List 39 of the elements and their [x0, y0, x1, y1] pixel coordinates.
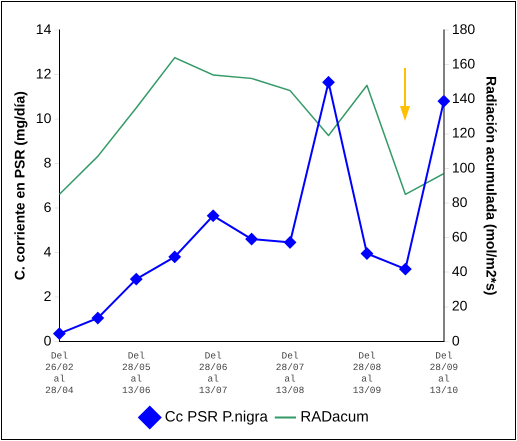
point — [92, 312, 104, 324]
y-tick-label: 12 — [36, 65, 52, 82]
y2-tick-label: 100 — [452, 159, 476, 176]
x-tick-label: Del 28/05 al 13/06 — [122, 350, 151, 396]
point — [360, 248, 373, 260]
point — [438, 95, 450, 108]
y2-tick-label: 20 — [452, 298, 468, 314]
y-axis-title: C. corriente en PSR (mg/día) — [11, 91, 28, 280]
point — [246, 233, 258, 246]
y-tick-label: 14 — [36, 20, 52, 37]
x-tick-label: Del 26/02 al 28/04 — [45, 350, 74, 396]
point — [207, 210, 220, 222]
point — [284, 236, 296, 248]
y2-tick-label: 120 — [452, 124, 476, 141]
y-tick-label: 2 — [44, 288, 52, 304]
y2-tick-label: 80 — [452, 194, 468, 210]
point — [168, 250, 181, 263]
point — [399, 263, 412, 276]
y2-tick-label: 60 — [452, 228, 468, 244]
y2-tick-label: 180 — [452, 20, 476, 37]
y2-axis-title: Radiación acumulada (mol/m2*s) — [484, 76, 500, 296]
y-tick-label: 10 — [36, 110, 52, 126]
point — [130, 273, 142, 286]
y2-tick-label: 40 — [452, 263, 468, 280]
x-tick-label: Del 28/09 al 13/10 — [430, 350, 458, 396]
y-tick-label: 8 — [44, 154, 52, 170]
x-tick-label: Del 28/07 al 13/08 — [276, 350, 305, 396]
y-tick-label: 0 — [44, 332, 52, 348]
y-tick-label: 6 — [44, 198, 52, 215]
x-tick-label: Del 28/08 al 13/09 — [352, 350, 382, 396]
point — [53, 328, 66, 340]
point — [322, 76, 334, 88]
legend-label: Cc PSR P.nigra — [164, 408, 269, 426]
y-tick-label: 4 — [44, 243, 52, 260]
y2-tick-label: 0 — [452, 332, 460, 348]
y2-tick-label: 140 — [452, 90, 476, 106]
legend-label: RADacum — [300, 408, 369, 426]
x-tick-label: Del 28/06 al 13/07 — [198, 350, 228, 396]
y2-tick-label: 160 — [452, 55, 476, 72]
